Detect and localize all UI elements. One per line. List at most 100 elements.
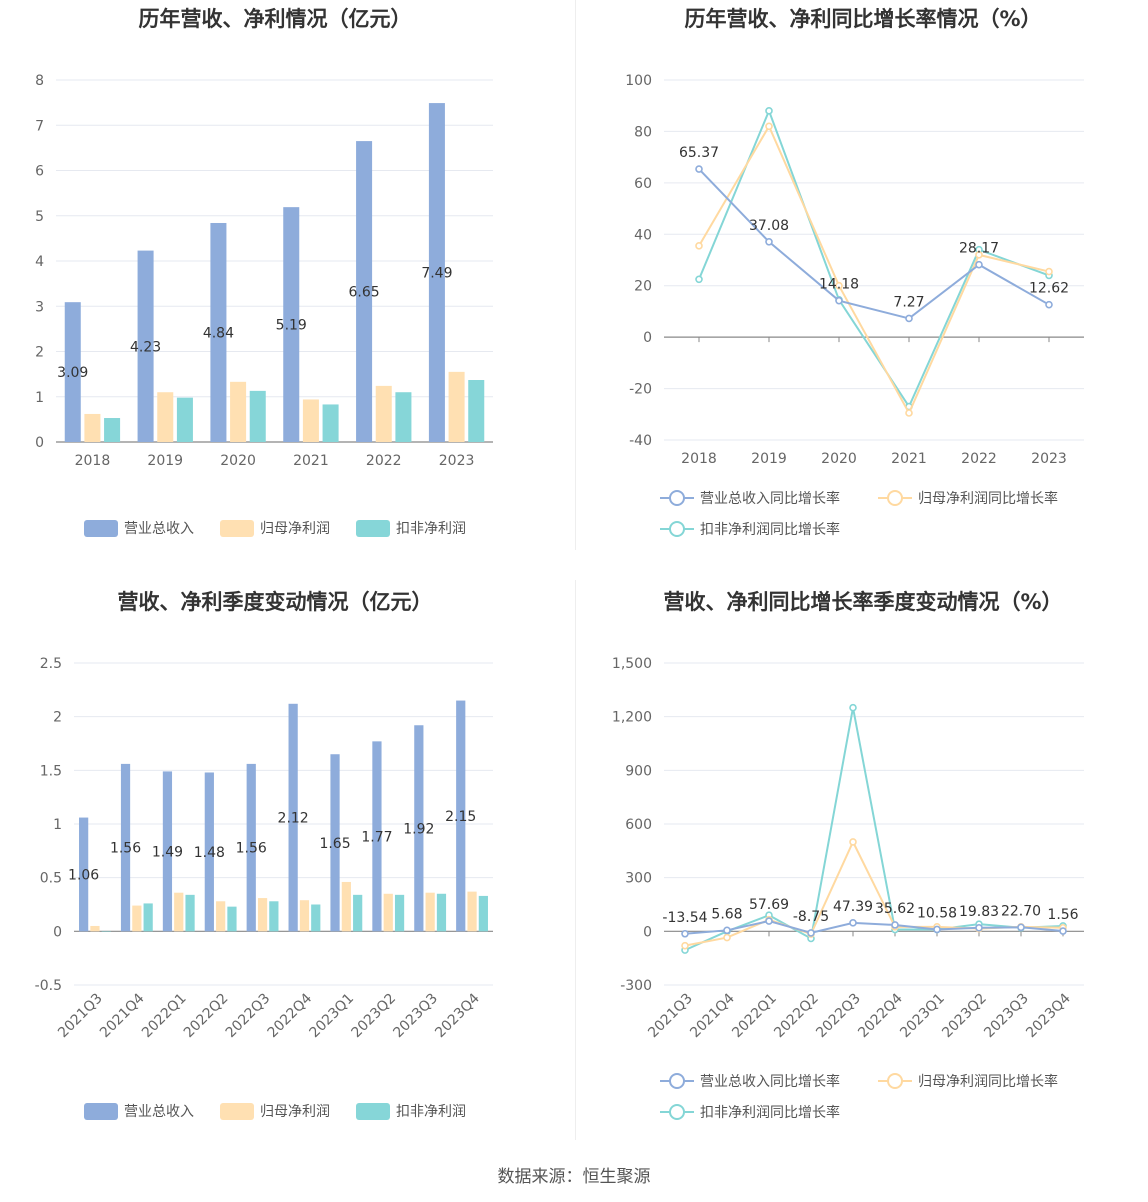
line-value-label: 14.18 <box>819 277 859 293</box>
bar-revenue <box>120 763 131 932</box>
legend-marker <box>669 1104 685 1120</box>
series-point <box>765 107 773 115</box>
bar-revenue <box>288 703 298 932</box>
legend-swatch <box>356 520 390 537</box>
x-tick-label: 2021Q3 <box>645 991 696 1042</box>
legend-swatch <box>84 1103 118 1120</box>
bar-value-label: 4.23 <box>130 339 161 355</box>
bar-value-label: 1.77 <box>361 829 392 845</box>
bar-value-label: 7.49 <box>421 266 452 282</box>
bar-revenue <box>162 771 173 932</box>
x-tick-label: 2021Q4 <box>97 990 148 1041</box>
y-tick-label: 6 <box>35 164 44 180</box>
bar-value-label: 3.09 <box>57 365 88 381</box>
y-tick-label: 80 <box>634 124 652 140</box>
series-point <box>723 933 731 942</box>
y-tick-label: 1.5 <box>40 763 62 779</box>
bar-value-label: 4.84 <box>203 325 234 341</box>
bar-net-profit <box>174 892 184 932</box>
legend-swatch <box>220 520 254 537</box>
x-tick-label: 2021Q3 <box>55 991 106 1042</box>
bar-deducted-profit <box>176 397 193 442</box>
bar-net-profit <box>132 905 142 932</box>
legend-label: 归母净利润 <box>260 1103 330 1120</box>
series-point <box>807 929 815 937</box>
legend-label: 营业总收入 <box>124 1104 194 1120</box>
bar-deducted-profit <box>101 931 111 932</box>
chart-title: 营收、净利季度变动情况（亿元） <box>118 590 433 614</box>
legend-swatch <box>84 520 118 537</box>
bar-value-label: 1.48 <box>194 845 225 861</box>
x-tick-label: 2019 <box>147 453 183 469</box>
bar-value-label: 1.56 <box>110 841 141 857</box>
line-value-label: 7.27 <box>893 294 924 310</box>
legend-marker <box>887 1073 903 1089</box>
x-tick-label: 2023 <box>439 453 475 469</box>
x-tick-label: 2021Q4 <box>687 990 738 1041</box>
legend-swatch <box>356 1103 390 1120</box>
bar-deducted-profit <box>227 906 237 932</box>
x-tick-label: 2022Q2 <box>181 991 232 1042</box>
series-point <box>765 917 773 925</box>
series-point <box>681 929 689 938</box>
series-line-net-profit <box>684 839 1064 947</box>
series-point <box>975 260 983 269</box>
bar-revenue <box>79 817 89 932</box>
bar-deducted-profit <box>311 904 321 932</box>
bar-net-profit <box>157 392 174 442</box>
legend-label: 营业总收入 <box>124 521 194 537</box>
bar-net-profit <box>383 893 393 932</box>
quarterly-bar-chart: 营收、净利季度变动情况（亿元） -0.5 0 0.5 1 1.5 2 2.5 2021Q3 202… <box>0 580 575 1150</box>
annual-bar-chart-svg: 历年营收、净利情况（亿元） 0 1 2 3 4 5 6 7 8 2018 2019 2020 2021 20… <box>35 7 493 537</box>
line-value-label: 22.70 <box>1001 903 1041 919</box>
series-point <box>849 703 857 712</box>
legend-marker <box>669 1073 685 1089</box>
y-tick-label: 1 <box>35 390 44 406</box>
y-tick-label: 5 <box>35 209 44 225</box>
bar-revenue <box>372 741 382 932</box>
series-point <box>695 165 703 173</box>
bar-revenue <box>330 754 340 932</box>
bar-net-profit <box>467 891 477 932</box>
series-point <box>1045 300 1053 309</box>
bar-revenue <box>414 725 424 932</box>
series-point <box>765 122 773 131</box>
line-value-label: -13.54 <box>662 910 707 926</box>
x-tick-label: 2023Q4 <box>432 990 483 1041</box>
y-tick-label: 2.5 <box>40 656 62 672</box>
y-tick-label: 1 <box>53 817 62 833</box>
data-source: 数据来源：恒生聚源 <box>497 1167 651 1187</box>
quarterly-growth-line-chart: 营收、净利同比增长率季度变动情况（%） -300 0 300 600 900 1,200 1,… <box>576 580 1148 1150</box>
x-tick-label: 2023Q3 <box>981 991 1032 1042</box>
y-tick-label: 0.5 <box>40 871 62 887</box>
x-tick-label: 2023Q3 <box>390 991 441 1042</box>
bar-net-profit <box>302 399 319 442</box>
x-tick-label: 2023Q2 <box>939 991 990 1042</box>
line-value-label: 47.39 <box>833 899 873 915</box>
bar-value-label: 1.56 <box>236 841 267 857</box>
annual-bar-chart: 历年营收、净利情况（亿元） 0 1 2 3 4 5 6 7 8 2018 2019 2020 2021 20… <box>0 0 575 550</box>
bar-revenue <box>428 103 445 442</box>
bar-net-profit <box>448 371 465 442</box>
bar-revenue <box>246 763 256 932</box>
series-point <box>681 941 689 950</box>
series-point <box>835 281 843 290</box>
series-point <box>695 242 703 250</box>
y-tick-label: 100 <box>625 73 652 89</box>
bar-deducted-profit <box>395 392 412 442</box>
divider-bottom <box>575 580 576 1140</box>
y-tick-label: 0 <box>643 924 652 940</box>
line-value-label: 12.62 <box>1029 281 1069 297</box>
y-tick-label: 300 <box>625 871 652 887</box>
series-point <box>765 237 773 246</box>
annual-growth-line-chart: 历年营收、净利同比增长率情况（%） -40 -20 0 20 40 60 80 100 2018 2… <box>576 0 1148 550</box>
series-point <box>905 409 913 417</box>
line-value-label: 65.37 <box>679 145 719 161</box>
series-point <box>835 296 843 305</box>
legend-label: 扣非净利润同比增长率 <box>700 521 840 538</box>
bar-revenue <box>210 222 227 442</box>
bar-deducted-profit <box>353 894 363 932</box>
quarterly-bar-chart-svg: 营收、净利季度变动情况（亿元）-0.500.511.522.52021Q3202… <box>35 590 493 1120</box>
y-tick-label: 8 <box>35 73 44 89</box>
